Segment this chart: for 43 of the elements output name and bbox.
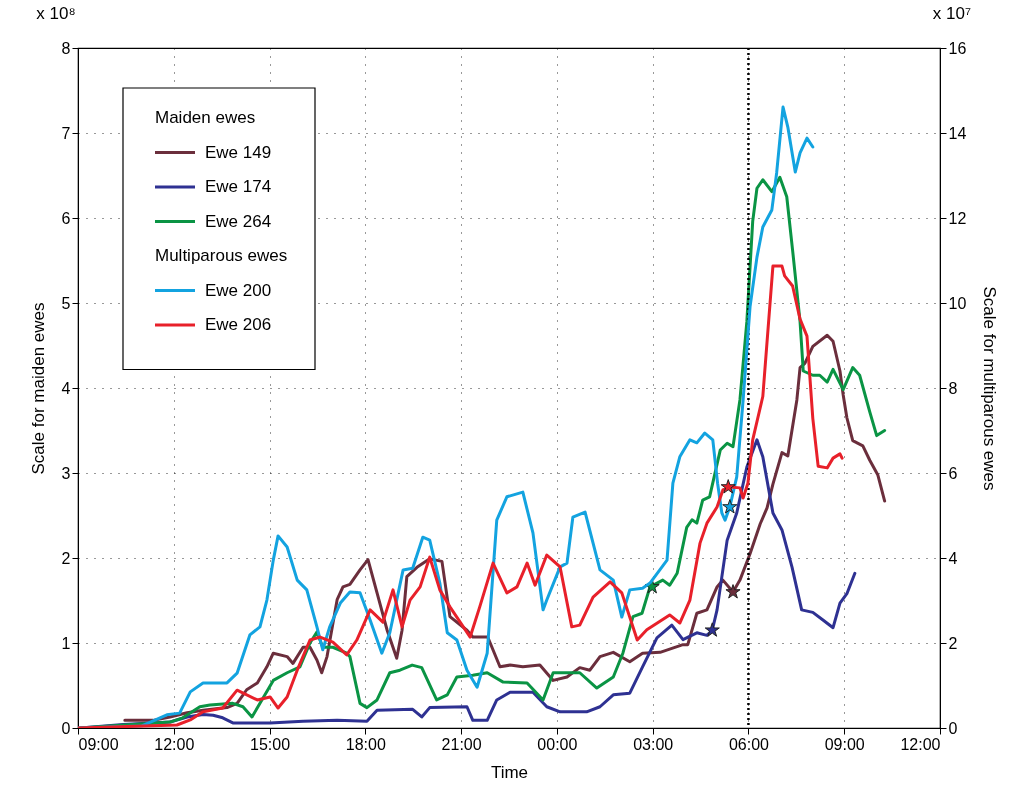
y2-tick-label: 8 [948,379,958,397]
text: x 10⁷ [932,4,972,23]
y-tick-label: 8 [61,39,71,57]
x-tick-label: 00:00 [537,735,578,753]
x-tick-label: 09:00 [78,735,119,753]
legend-label: Ewe 149 [205,142,272,162]
text: x 10⁸ [36,4,76,23]
y2-tick-label: 14 [948,124,967,142]
y2-tick-label: 2 [948,634,958,652]
y2-tick-label: 12 [948,209,967,227]
y-tick-label: 7 [61,124,71,142]
y2-tick-label: 0 [948,719,958,737]
y-axis-title: Scale for maiden ewes [28,302,48,475]
x-tick-label: 12:00 [154,735,195,753]
legend-label: Ewe 206 [205,315,272,334]
x-tick-label: 06:00 [728,735,770,753]
annotation: Maiden ewes [155,108,256,127]
x-tick-label: 12:00 [900,735,941,753]
x-tick-label: 09:00 [824,735,865,753]
y-tick-label: 1 [61,634,71,652]
y2-tick-label: 10 [948,294,967,312]
x-tick-label: 21:00 [441,735,482,753]
y2-tick-label: 6 [948,464,958,482]
x-tick-label: 15:00 [250,735,291,753]
y-tick-label: 5 [61,294,71,312]
annotation: Multiparous ewes [155,246,288,265]
x-axis-title: Time [490,762,529,782]
point [725,584,741,599]
y-tick-label: 6 [61,209,71,227]
line-series [78,264,844,728]
y2-tick-label: 16 [948,39,967,57]
legend-label: Ewe 264 [205,211,272,231]
legend-label: Ewe 174 [205,177,272,196]
x-tick-label: 03:00 [633,735,674,753]
point [704,622,720,637]
y2-tick-label: 4 [948,549,958,567]
y2-axis-title: Scale for multiparous ewes [980,286,1000,491]
y-tick-label: 4 [61,379,71,397]
legend-label: Ewe 200 [205,280,272,300]
y-tick-label: 2 [61,549,71,567]
y-tick-label: 0 [61,719,71,737]
x-tick-label: 18:00 [345,735,386,753]
y-tick-label: 3 [61,464,71,482]
